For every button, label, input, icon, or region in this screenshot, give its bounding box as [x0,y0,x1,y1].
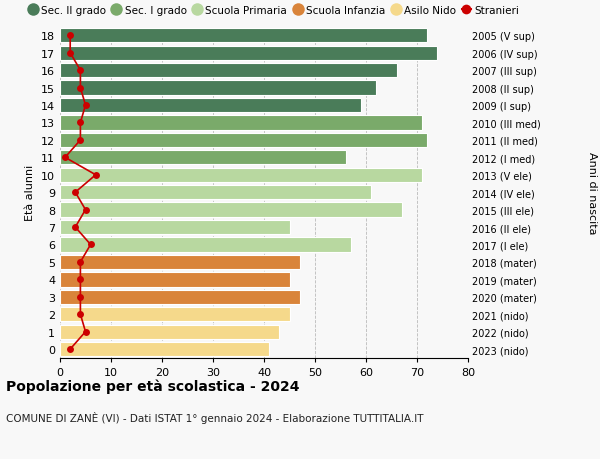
Legend: Sec. II grado, Sec. I grado, Scuola Primaria, Scuola Infanzia, Asilo Nido, Stran: Sec. II grado, Sec. I grado, Scuola Prim… [28,6,520,16]
Text: Popolazione per età scolastica - 2024: Popolazione per età scolastica - 2024 [6,379,299,393]
Bar [60,116,422,130]
Bar [60,290,300,304]
Bar [60,203,402,217]
Y-axis label: Età alunni: Età alunni [25,165,35,221]
Bar [60,255,300,269]
Bar [60,220,290,235]
Bar [60,185,371,200]
Bar [60,151,346,165]
Bar [60,342,269,357]
Text: Anni di nascita: Anni di nascita [587,151,597,234]
Bar [60,273,290,287]
Bar [60,46,437,61]
Bar [60,238,351,252]
Bar [60,134,427,148]
Bar [60,81,376,95]
Bar [60,29,427,43]
Bar [60,168,422,183]
Bar [60,325,280,339]
Text: COMUNE DI ZANÈ (VI) - Dati ISTAT 1° gennaio 2024 - Elaborazione TUTTITALIA.IT: COMUNE DI ZANÈ (VI) - Dati ISTAT 1° genn… [6,411,424,423]
Bar [60,99,361,113]
Bar [60,308,290,322]
Bar [60,64,397,78]
